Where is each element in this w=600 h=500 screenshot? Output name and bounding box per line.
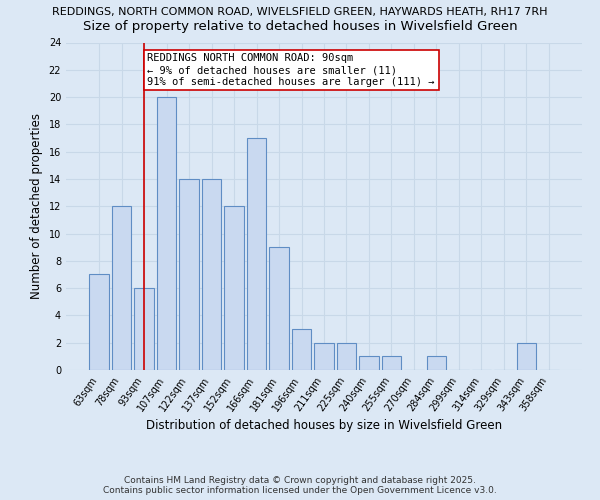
Bar bbox=[359, 356, 379, 370]
Bar bbox=[202, 179, 221, 370]
Bar bbox=[292, 329, 311, 370]
Text: REDDINGS NORTH COMMON ROAD: 90sqm
← 9% of detached houses are smaller (11)
91% o: REDDINGS NORTH COMMON ROAD: 90sqm ← 9% o… bbox=[148, 54, 435, 86]
Bar bbox=[224, 206, 244, 370]
Bar bbox=[314, 342, 334, 370]
X-axis label: Distribution of detached houses by size in Wivelsfield Green: Distribution of detached houses by size … bbox=[146, 418, 502, 432]
Bar bbox=[112, 206, 131, 370]
Bar bbox=[337, 342, 356, 370]
Bar bbox=[427, 356, 446, 370]
Bar bbox=[157, 97, 176, 370]
Text: REDDINGS, NORTH COMMON ROAD, WIVELSFIELD GREEN, HAYWARDS HEATH, RH17 7RH: REDDINGS, NORTH COMMON ROAD, WIVELSFIELD… bbox=[52, 8, 548, 18]
Text: Size of property relative to detached houses in Wivelsfield Green: Size of property relative to detached ho… bbox=[83, 20, 517, 33]
Bar bbox=[517, 342, 536, 370]
Bar bbox=[134, 288, 154, 370]
Bar bbox=[247, 138, 266, 370]
Bar bbox=[179, 179, 199, 370]
Y-axis label: Number of detached properties: Number of detached properties bbox=[30, 114, 43, 299]
Bar bbox=[269, 247, 289, 370]
Bar bbox=[382, 356, 401, 370]
Bar bbox=[89, 274, 109, 370]
Text: Contains HM Land Registry data © Crown copyright and database right 2025.
Contai: Contains HM Land Registry data © Crown c… bbox=[103, 476, 497, 495]
